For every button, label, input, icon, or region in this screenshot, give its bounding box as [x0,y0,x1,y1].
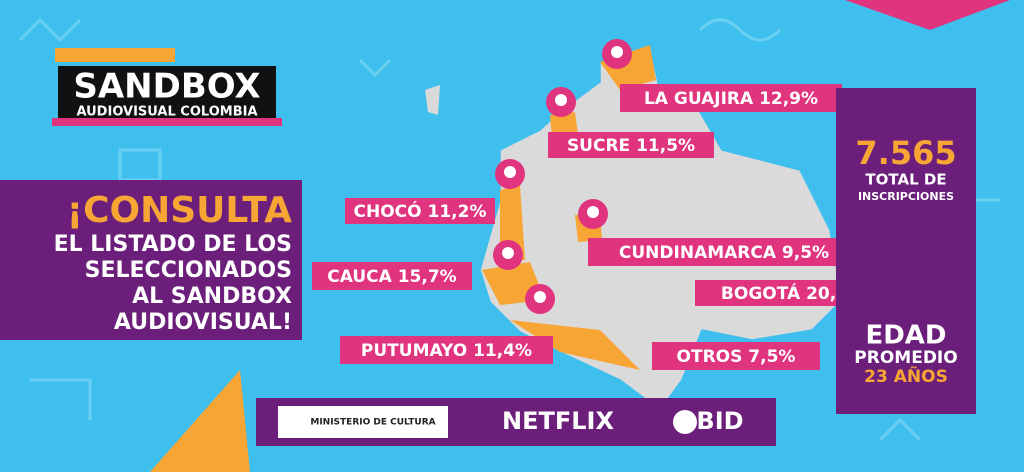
region-label: CHOCÓ 11,2% [354,200,487,222]
island [425,85,440,115]
stat-label: TOTAL DE [865,171,946,189]
headline-line: SELECCIONADOS [85,258,292,283]
headline-lead: ¡CONSULTA [67,190,292,231]
region-label: CUNDINAMARCA 9,5% [619,243,829,263]
logo-title: SANDBOX [73,67,260,107]
region-labels: LA GUAJIRA 12,9% SUCRE 11,5% CHOCÓ 11,2% CU… [312,84,891,370]
sponsor-box [278,406,448,438]
logo-subtitle: AUDIOVISUAL COLOMBIA [76,105,257,120]
logo-strip [55,48,175,62]
region-label-box [620,84,842,112]
headline-line: AUDIOVISUAL! [114,310,292,335]
stat-total: 7.565 [855,134,956,172]
region-label: SUCRE 11,5% [567,136,695,156]
headline-line: EL LISTADO DE LOS [54,232,292,257]
sponsor: MINISTERIO DE CULTURA [310,418,435,428]
map-region [600,45,656,90]
pin-dots [502,46,623,303]
region-label: OTROS 7,5% [677,347,796,367]
region-label: CAUCA 15,7% [327,267,456,287]
sponsor: BID [696,407,743,435]
pink-corner [845,0,1010,30]
map-region [510,320,640,370]
region-label-box [340,336,553,364]
sponsor: NETFLIX [502,407,614,435]
map-region [550,112,578,138]
stat-age: 23 AÑOS [864,364,948,387]
region-label: BOGOTÁ 20,3% [721,282,865,304]
region-label-box [588,238,860,266]
orange-corner [150,370,250,472]
region-label: PUTUMAYO 11,4% [361,341,532,361]
region-label-box [345,198,495,224]
logo-strip [52,118,282,126]
sponsor-icon [673,410,697,434]
region-label-box [652,342,820,370]
region-label-box [548,132,714,158]
logo-box [58,66,276,122]
headline-panel [0,180,302,340]
region-label-box [312,262,472,290]
stat-label: EDAD [865,321,946,351]
stats-panel [836,88,976,414]
stat-label: PROMEDIO [854,348,957,368]
stat-label: INSCRIPCIONES [858,190,954,203]
headline-line: AL SANDBOX [132,284,292,309]
region-label: LA GUAJIRA 12,9% [644,89,818,109]
